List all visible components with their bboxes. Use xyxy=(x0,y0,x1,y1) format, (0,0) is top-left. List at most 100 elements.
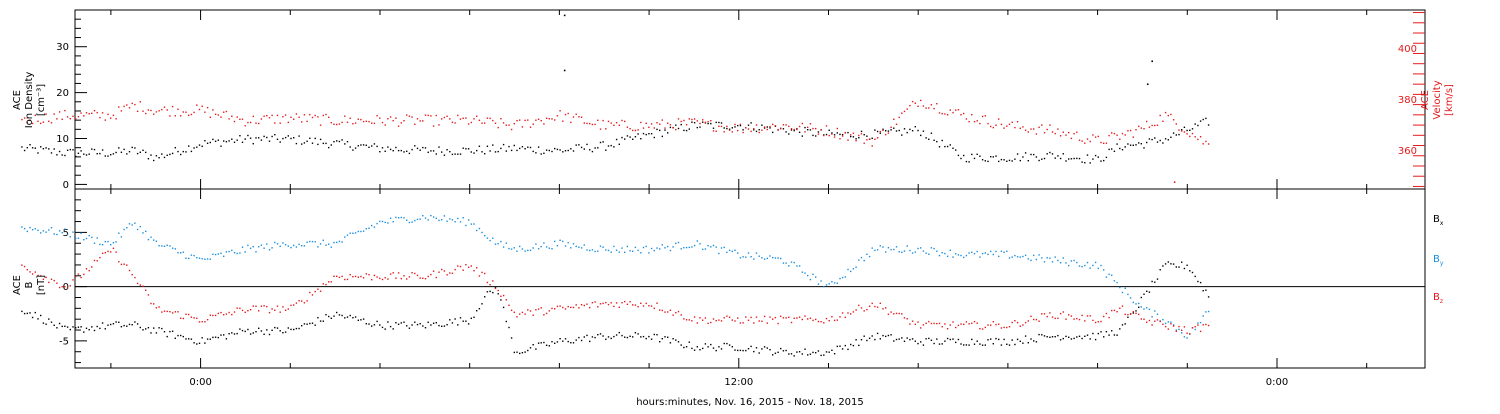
field-point-bx xyxy=(720,348,723,350)
density-point xyxy=(1057,155,1059,157)
field-point-by xyxy=(1073,259,1075,262)
field-point-bz xyxy=(1108,316,1110,319)
velocity-point xyxy=(1033,128,1035,130)
density-point xyxy=(675,124,677,126)
field-point-bx xyxy=(893,340,895,342)
field-point-bz xyxy=(23,265,26,268)
field-point-by xyxy=(362,230,365,232)
field-point-bz xyxy=(1164,325,1167,328)
field-point-bz xyxy=(925,322,927,324)
density-point xyxy=(75,155,77,158)
field-point-bx xyxy=(408,327,411,329)
density-point xyxy=(825,133,828,136)
field-point-bz xyxy=(392,272,394,274)
field-point-bz xyxy=(26,269,28,271)
density-velocity-points xyxy=(21,14,1210,183)
field-point-bx xyxy=(427,321,429,323)
density-point xyxy=(1054,157,1056,159)
field-point-bz xyxy=(769,316,771,318)
field-point-by xyxy=(1081,265,1083,268)
velocity-point xyxy=(659,123,661,125)
velocity-point xyxy=(123,105,125,108)
field-point-by xyxy=(868,255,871,258)
field-point-bx xyxy=(1094,338,1097,341)
field-point-bx xyxy=(715,349,717,352)
density-point xyxy=(118,147,120,149)
field-point-by xyxy=(23,227,26,230)
field-point-bz xyxy=(677,310,680,313)
density-point xyxy=(903,128,906,130)
field-point-by xyxy=(529,249,532,251)
field-point-by xyxy=(231,249,233,252)
density-point xyxy=(406,150,408,152)
field-point-bx xyxy=(599,333,602,335)
field-point-bz xyxy=(788,316,790,318)
field-point-bz xyxy=(567,305,569,308)
field-point-bz xyxy=(998,323,1000,325)
density-point xyxy=(702,121,704,123)
density-point xyxy=(1178,133,1180,136)
field-point-by xyxy=(93,242,96,244)
density-point xyxy=(901,134,903,136)
density-point xyxy=(1132,144,1134,146)
velocity-point xyxy=(247,121,249,124)
field-point-bx xyxy=(634,332,637,334)
density-point xyxy=(831,132,833,134)
field-point-bz xyxy=(841,312,844,314)
density-point xyxy=(876,130,879,133)
field-point-bz xyxy=(1148,319,1151,322)
field-point-bz xyxy=(217,312,219,315)
density-point xyxy=(72,149,74,151)
field-point-by xyxy=(34,228,36,230)
velocity-point xyxy=(1127,130,1129,132)
field-point-bz xyxy=(120,263,123,266)
density-point xyxy=(408,152,411,155)
field-point-bz xyxy=(1199,330,1202,333)
density-point xyxy=(209,141,211,144)
field-point-by xyxy=(747,252,750,254)
field-point-bx xyxy=(104,328,106,330)
density-point xyxy=(190,150,193,153)
field-point-bz xyxy=(153,303,155,305)
field-point-by xyxy=(64,228,66,230)
field-point-by xyxy=(833,282,836,284)
velocity-point xyxy=(521,126,524,128)
velocity-point xyxy=(758,131,760,134)
field-point-bz xyxy=(543,314,545,316)
velocity-point xyxy=(368,120,370,123)
field-point-bz xyxy=(389,273,392,275)
field-point-bz xyxy=(645,302,647,305)
velocity-point xyxy=(809,123,812,125)
field-point-by xyxy=(155,240,158,242)
field-point-bx xyxy=(866,339,868,342)
velocity-point xyxy=(599,128,602,130)
velocity-point xyxy=(494,122,497,124)
field-point-bx xyxy=(508,326,510,329)
velocity-point xyxy=(1194,136,1196,138)
field-point-bx xyxy=(847,348,849,351)
field-point-bx xyxy=(244,330,246,333)
velocity-point xyxy=(1181,130,1183,132)
field-point-by xyxy=(524,250,526,252)
field-point-bz xyxy=(1129,313,1132,315)
field-point-by xyxy=(69,236,71,238)
field-tick-label: -5 xyxy=(59,336,69,347)
velocity-point xyxy=(911,100,914,103)
density-point xyxy=(497,150,499,153)
field-point-bx xyxy=(233,333,236,335)
density-point xyxy=(163,156,166,159)
field-point-bz xyxy=(1103,315,1105,318)
field-point-by xyxy=(1132,301,1134,304)
field-point-by xyxy=(755,252,758,254)
density-point xyxy=(683,129,685,132)
velocity-point xyxy=(820,129,822,131)
field-point-bz xyxy=(1138,313,1140,316)
field-point-by xyxy=(772,256,774,259)
density-point xyxy=(481,151,483,153)
field-point-by xyxy=(780,257,782,260)
field-point-by xyxy=(1094,261,1097,264)
velocity-point xyxy=(941,113,943,115)
legend-base: B xyxy=(1433,254,1440,265)
velocity-point xyxy=(58,111,61,113)
field-point-bx xyxy=(1194,275,1196,278)
